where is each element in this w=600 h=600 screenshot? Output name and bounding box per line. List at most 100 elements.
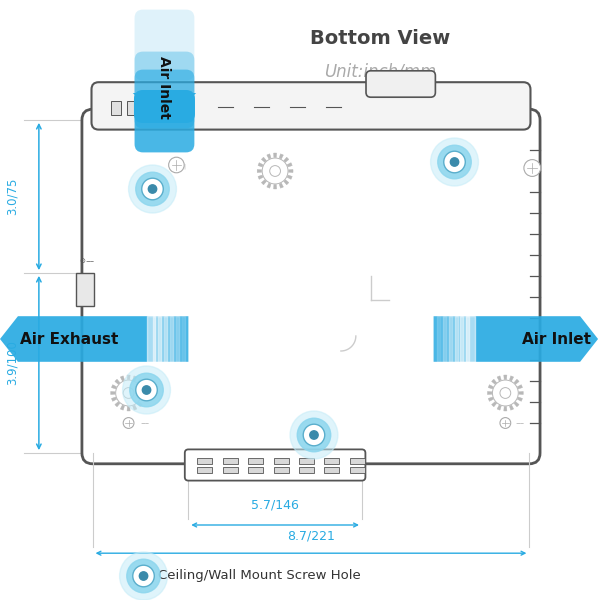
Polygon shape: [289, 169, 293, 173]
Text: 3.0/75: 3.0/75: [5, 178, 19, 215]
Polygon shape: [284, 157, 289, 163]
Polygon shape: [133, 405, 137, 410]
Polygon shape: [262, 179, 266, 185]
Polygon shape: [514, 401, 519, 407]
Polygon shape: [110, 391, 115, 395]
Circle shape: [451, 158, 459, 166]
Circle shape: [262, 158, 288, 184]
Polygon shape: [287, 163, 292, 167]
Bar: [197, 467, 212, 473]
Circle shape: [297, 418, 331, 452]
Polygon shape: [284, 179, 289, 185]
Polygon shape: [142, 391, 146, 395]
Circle shape: [493, 380, 518, 406]
Circle shape: [169, 157, 184, 173]
Circle shape: [136, 379, 157, 401]
Polygon shape: [137, 401, 142, 407]
Bar: [274, 458, 289, 464]
Text: |: |: [183, 163, 185, 169]
Polygon shape: [497, 376, 502, 381]
Circle shape: [438, 145, 471, 179]
Bar: [274, 467, 289, 473]
Circle shape: [127, 559, 160, 593]
Text: Ceiling/Wall Mount Screw Hole: Ceiling/Wall Mount Screw Hole: [158, 569, 361, 583]
Bar: [110, 101, 121, 115]
FancyBboxPatch shape: [134, 10, 194, 80]
Polygon shape: [434, 316, 598, 362]
Text: Bottom View: Bottom View: [310, 29, 450, 49]
Polygon shape: [137, 379, 142, 385]
Polygon shape: [267, 183, 271, 188]
Circle shape: [123, 418, 134, 428]
Circle shape: [116, 380, 142, 406]
Polygon shape: [519, 391, 523, 395]
Polygon shape: [112, 385, 116, 389]
Polygon shape: [517, 397, 523, 401]
Circle shape: [142, 178, 163, 200]
Polygon shape: [491, 401, 497, 407]
Polygon shape: [0, 316, 188, 362]
Circle shape: [524, 160, 541, 176]
Bar: [76, 273, 94, 306]
Polygon shape: [514, 379, 519, 385]
Circle shape: [133, 565, 154, 587]
Polygon shape: [267, 154, 271, 159]
Text: −−: −−: [515, 420, 525, 425]
FancyBboxPatch shape: [134, 70, 194, 128]
Polygon shape: [133, 93, 196, 123]
Bar: [223, 458, 238, 464]
Polygon shape: [115, 379, 120, 385]
Polygon shape: [274, 184, 277, 189]
FancyBboxPatch shape: [82, 109, 540, 464]
Bar: [299, 458, 314, 464]
Text: 8.7/221: 8.7/221: [287, 529, 335, 542]
Circle shape: [139, 572, 148, 580]
Text: Air Exhaust: Air Exhaust: [20, 331, 118, 346]
Polygon shape: [140, 397, 146, 401]
Polygon shape: [487, 391, 492, 395]
Circle shape: [270, 166, 280, 176]
Polygon shape: [509, 405, 514, 410]
Circle shape: [123, 388, 134, 398]
Circle shape: [136, 172, 169, 206]
Polygon shape: [120, 405, 125, 410]
Polygon shape: [257, 169, 262, 173]
Circle shape: [148, 185, 157, 193]
Bar: [127, 101, 138, 115]
Text: Air Inlet: Air Inlet: [157, 56, 172, 118]
Text: Air Inlet: Air Inlet: [521, 331, 590, 346]
Polygon shape: [509, 376, 514, 381]
Text: ⊙: ⊙: [79, 258, 85, 264]
Circle shape: [310, 431, 318, 439]
Text: −−: −−: [85, 259, 94, 263]
Polygon shape: [517, 385, 523, 389]
Polygon shape: [120, 376, 125, 381]
Polygon shape: [497, 405, 502, 410]
Circle shape: [119, 552, 167, 600]
Polygon shape: [127, 406, 130, 411]
FancyBboxPatch shape: [134, 52, 194, 104]
Polygon shape: [140, 385, 146, 389]
Polygon shape: [258, 163, 263, 167]
Polygon shape: [258, 175, 263, 179]
Circle shape: [303, 424, 325, 446]
Polygon shape: [504, 406, 507, 411]
Circle shape: [500, 388, 511, 398]
Bar: [160, 101, 171, 115]
Bar: [176, 101, 187, 115]
Polygon shape: [262, 157, 266, 163]
Text: 5.7/146: 5.7/146: [251, 499, 299, 512]
Polygon shape: [279, 154, 283, 159]
FancyBboxPatch shape: [134, 90, 195, 123]
Text: −−: −−: [140, 420, 150, 425]
Circle shape: [130, 373, 163, 407]
Circle shape: [444, 151, 465, 173]
Polygon shape: [279, 183, 283, 188]
Bar: [143, 101, 154, 115]
Circle shape: [290, 411, 338, 459]
Circle shape: [431, 138, 478, 186]
Circle shape: [500, 418, 511, 428]
Polygon shape: [115, 401, 120, 407]
Circle shape: [142, 386, 151, 394]
Polygon shape: [133, 376, 137, 381]
